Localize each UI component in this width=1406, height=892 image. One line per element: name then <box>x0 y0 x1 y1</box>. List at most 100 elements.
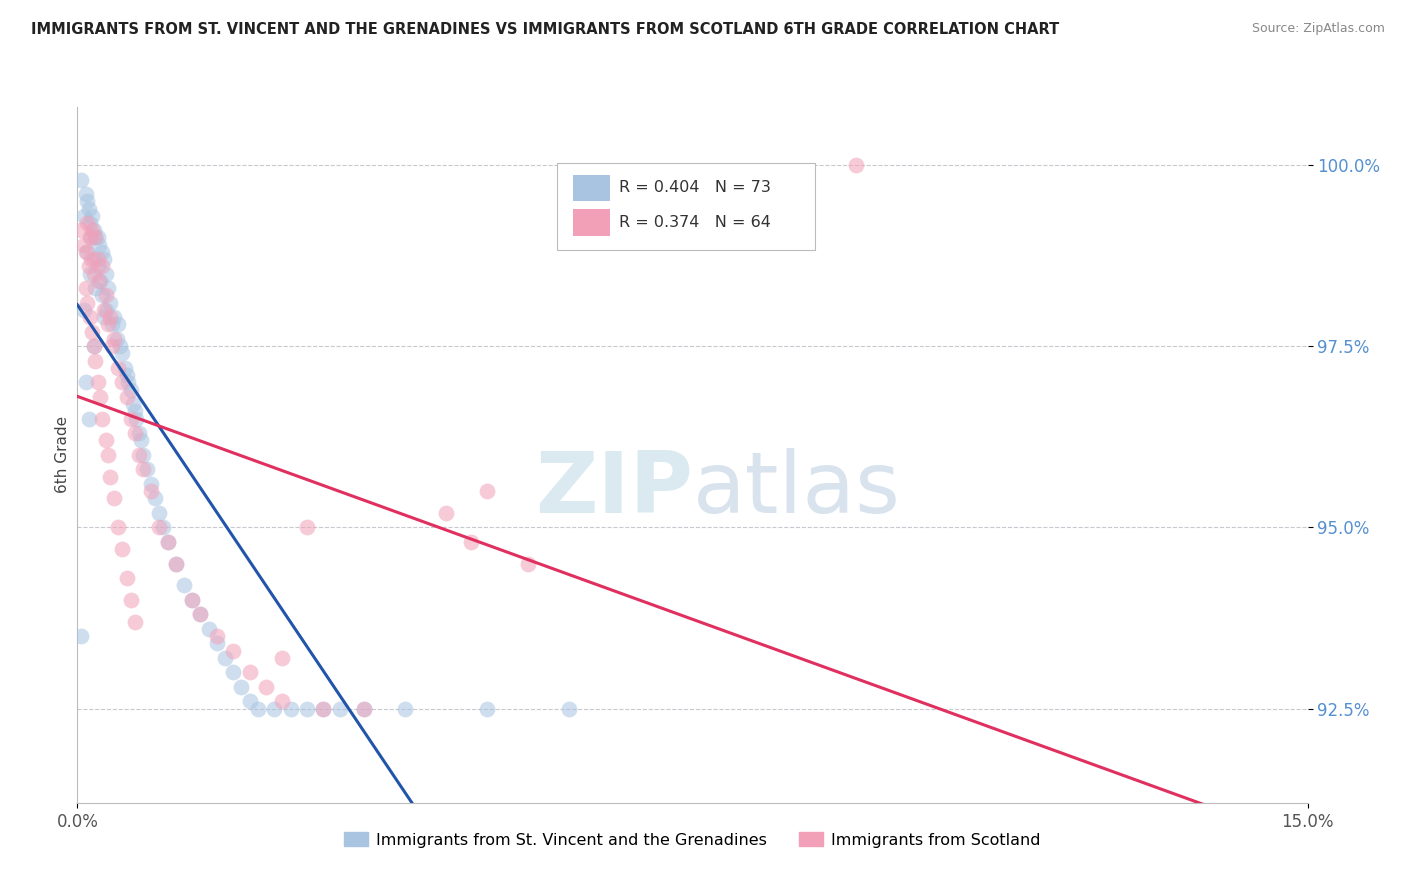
Point <box>120 383 142 397</box>
Text: atlas: atlas <box>693 448 900 532</box>
Point <box>477 484 499 499</box>
Point <box>111 542 134 557</box>
Point <box>132 462 155 476</box>
Point <box>115 368 138 383</box>
Point <box>75 281 97 295</box>
Point <box>173 578 195 592</box>
Point <box>132 448 155 462</box>
Y-axis label: 6th Grade: 6th Grade <box>55 417 70 493</box>
Point <box>231 680 253 694</box>
Point <box>148 520 170 534</box>
Point <box>312 701 335 715</box>
Point <box>90 411 114 425</box>
Point <box>205 636 228 650</box>
Point <box>394 701 416 715</box>
Point <box>89 274 111 288</box>
Point <box>83 339 105 353</box>
Point <box>271 651 294 665</box>
Point <box>97 448 120 462</box>
Point <box>280 701 302 715</box>
Text: R = 0.374   N = 64: R = 0.374 N = 64 <box>619 215 770 230</box>
Point <box>222 665 245 680</box>
Text: ZIP: ZIP <box>534 448 693 532</box>
Point <box>84 230 107 244</box>
Point <box>79 216 101 230</box>
Point <box>80 230 103 244</box>
Point <box>128 448 150 462</box>
Point <box>295 701 318 715</box>
Point <box>77 411 100 425</box>
Point <box>94 434 117 448</box>
Point <box>239 694 262 708</box>
Point <box>93 252 115 267</box>
Point <box>87 252 110 267</box>
Point <box>87 230 110 244</box>
Point <box>124 615 146 629</box>
Point <box>84 353 107 368</box>
Point <box>263 701 285 715</box>
Point <box>82 325 104 339</box>
Point <box>205 629 228 643</box>
Point <box>79 230 101 244</box>
Point <box>125 411 148 425</box>
Point <box>117 376 139 390</box>
Point <box>79 310 101 325</box>
Point <box>181 592 204 607</box>
Point <box>98 469 121 483</box>
Point <box>105 332 128 346</box>
Point <box>107 520 129 534</box>
Point <box>75 187 97 202</box>
Point <box>76 295 98 310</box>
Point <box>188 607 212 622</box>
Point <box>845 158 868 172</box>
Point <box>114 360 136 375</box>
Point <box>77 260 100 274</box>
Point <box>93 310 115 325</box>
Legend: Immigrants from St. Vincent and the Grenadines, Immigrants from Scotland: Immigrants from St. Vincent and the Gren… <box>337 826 1047 854</box>
Text: Source: ZipAtlas.com: Source: ZipAtlas.com <box>1251 22 1385 36</box>
Point <box>73 237 96 252</box>
Point <box>83 267 105 281</box>
Point <box>76 244 98 259</box>
Point <box>84 230 107 244</box>
Point <box>70 223 93 237</box>
Point <box>101 339 124 353</box>
Point <box>148 506 170 520</box>
Text: IMMIGRANTS FROM ST. VINCENT AND THE GRENADINES VS IMMIGRANTS FROM SCOTLAND 6TH G: IMMIGRANTS FROM ST. VINCENT AND THE GREN… <box>31 22 1059 37</box>
Point <box>517 557 540 571</box>
Point <box>254 680 277 694</box>
Point <box>90 288 114 302</box>
FancyBboxPatch shape <box>557 162 815 250</box>
Point <box>94 303 117 318</box>
Point <box>143 491 166 506</box>
Point <box>152 520 174 534</box>
Point <box>129 434 153 448</box>
Point <box>89 237 111 252</box>
Point <box>76 194 98 209</box>
Point <box>197 622 219 636</box>
Point <box>436 506 458 520</box>
Point <box>90 244 114 259</box>
Point <box>222 643 245 657</box>
Point <box>80 252 103 267</box>
Point <box>136 462 159 476</box>
Point <box>73 209 96 223</box>
Point <box>353 701 375 715</box>
Point <box>97 318 120 332</box>
Point <box>353 701 375 715</box>
Point <box>89 274 111 288</box>
Point <box>558 701 581 715</box>
Point <box>460 535 482 549</box>
Point <box>75 376 97 390</box>
Point <box>141 477 163 491</box>
Point <box>271 694 294 708</box>
Point <box>90 260 114 274</box>
Point <box>87 260 110 274</box>
Point <box>329 701 352 715</box>
Point <box>108 339 131 353</box>
Point <box>83 252 105 267</box>
Text: R = 0.404   N = 73: R = 0.404 N = 73 <box>619 180 770 195</box>
Point <box>103 310 125 325</box>
Point <box>124 426 146 441</box>
Point <box>246 701 269 715</box>
